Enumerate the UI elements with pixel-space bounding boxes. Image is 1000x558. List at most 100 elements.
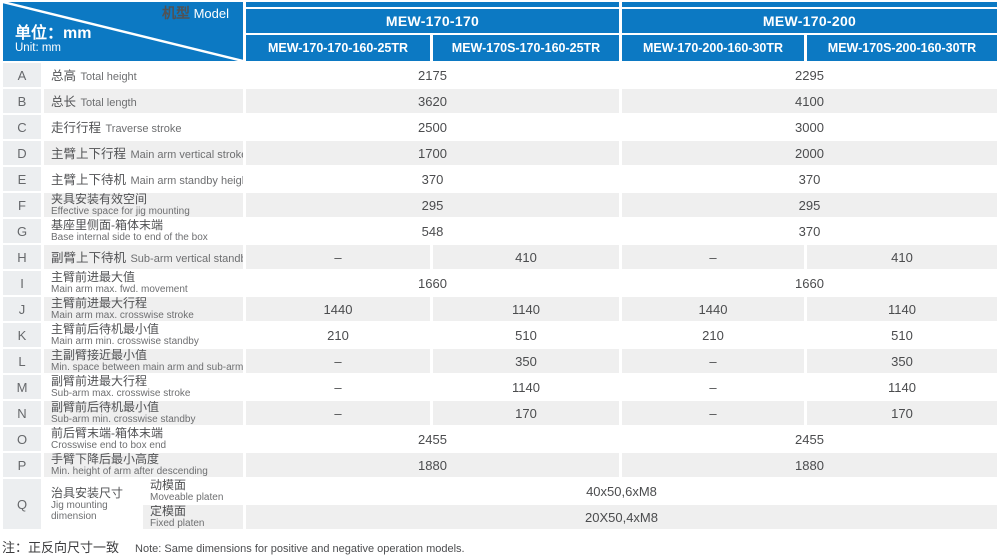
row-label: 总高 Total height bbox=[44, 63, 243, 87]
row-letter: L bbox=[3, 349, 41, 373]
table-row: L 主副臂接近最小值 Min. space between main arm an… bbox=[3, 349, 997, 373]
row-letter: E bbox=[3, 167, 41, 191]
value-cell: 40x50,6xM8 bbox=[246, 479, 997, 503]
table-row: G 基座里侧面-箱体末端 Base internal side to end of… bbox=[3, 219, 997, 243]
value-cell: – bbox=[622, 401, 804, 425]
value-cell: 20X50,4xM8 bbox=[246, 505, 997, 529]
row-letter: O bbox=[3, 427, 41, 451]
value-cell: 2500 bbox=[246, 115, 619, 139]
value-cell: 1440 bbox=[622, 297, 804, 321]
footnote-zh: 注：正反向尺寸一致 bbox=[2, 540, 120, 555]
value-cell: 3000 bbox=[622, 115, 997, 139]
row-label: 基座里侧面-箱体末端 Base internal side to end of t… bbox=[44, 219, 243, 243]
model-group-header: MEW-170-170 bbox=[246, 9, 619, 33]
model-column-header: MEW-170-170-160-25TR bbox=[246, 35, 430, 61]
value-cell: 1880 bbox=[246, 453, 619, 477]
value-cell: 370 bbox=[622, 219, 997, 243]
table-row: E 主臂上下待机 Main arm standby height 370 370 bbox=[3, 167, 997, 191]
row-letter: N bbox=[3, 401, 41, 425]
value-cell: 170 bbox=[807, 401, 997, 425]
model-column-header: MEW-170S-200-160-30TR bbox=[807, 35, 997, 61]
table-row: 定模面 Fixed platen 20X50,4xM8 bbox=[3, 505, 997, 529]
value-cell: 350 bbox=[433, 349, 619, 373]
value-cell: 2175 bbox=[246, 63, 619, 87]
model-column-header: MEW-170-200-160-30TR bbox=[622, 35, 804, 61]
row-label: 夹具安装有效空间 Effective space for jig mounting bbox=[44, 193, 243, 217]
value-cell: – bbox=[246, 349, 430, 373]
unit-label-en: Unit: mm bbox=[15, 42, 61, 55]
row-label: 手臂下降后最小高度 Min. height of arm after descen… bbox=[44, 453, 243, 477]
value-cell: – bbox=[622, 375, 804, 399]
row-label: 副臂上下待机 Sub-arm vertical standby bbox=[44, 245, 243, 269]
row-letter: M bbox=[3, 375, 41, 399]
table-row: H 副臂上下待机 Sub-arm vertical standby – 410 … bbox=[3, 245, 997, 269]
row-letter: G bbox=[3, 219, 41, 243]
value-cell: 1140 bbox=[433, 375, 619, 399]
value-cell: – bbox=[246, 401, 430, 425]
model-group-header: MEW-170-200 bbox=[622, 9, 997, 33]
table-row: M 副臂前进最大行程 Sub-arm max. crosswise stroke … bbox=[3, 375, 997, 399]
table-row: N 副臂前后待机最小值 Sub-arm min. crosswise standb… bbox=[3, 401, 997, 425]
table-row: O 前后臂末端-箱体末端 Crosswise end to box end 245… bbox=[3, 427, 997, 451]
row-label: 前后臂末端-箱体末端 Crosswise end to box end bbox=[44, 427, 243, 451]
row-label: 主副臂接近最小值 Min. space between main arm and … bbox=[44, 349, 243, 373]
row-sublabel: 动模面 Moveable platen bbox=[143, 479, 243, 503]
table-row: P 手臂下降后最小高度 Min. height of arm after desc… bbox=[3, 453, 997, 477]
value-cell: 1140 bbox=[807, 297, 997, 321]
row-letter: B bbox=[3, 89, 41, 113]
table-row: J 主臂前进最大行程 Main arm max. crosswise stroke… bbox=[3, 297, 997, 321]
value-cell: 1660 bbox=[622, 271, 997, 295]
model-label-zh: 机型 bbox=[161, 5, 190, 21]
value-cell: 2295 bbox=[622, 63, 997, 87]
value-cell: – bbox=[246, 245, 430, 269]
value-cell: 410 bbox=[807, 245, 997, 269]
row-sublabel: 定模面 Fixed platen bbox=[143, 505, 243, 529]
row-letter: F bbox=[3, 193, 41, 217]
value-cell: 295 bbox=[246, 193, 619, 217]
corner-header-cell: 机型 Model 单位：mm Unit: mm bbox=[3, 2, 243, 61]
value-cell: 1140 bbox=[807, 375, 997, 399]
table-row: D 主臂上下行程 Main arm vertical stroke 1700 2… bbox=[3, 141, 997, 165]
table-row: F 夹具安装有效空间 Effective space for jig mounti… bbox=[3, 193, 997, 217]
unit-label: 单位：mm Unit: mm bbox=[15, 25, 91, 55]
value-cell: 1700 bbox=[246, 141, 619, 165]
value-cell: 210 bbox=[246, 323, 430, 347]
table-row: A 总高 Total height 2175 2295 bbox=[3, 63, 997, 87]
row-letter: A bbox=[3, 63, 41, 87]
row-letter: D bbox=[3, 141, 41, 165]
value-cell: 3620 bbox=[246, 89, 619, 113]
row-letter: C bbox=[3, 115, 41, 139]
value-cell: 170 bbox=[433, 401, 619, 425]
row-label: 主臂前进最大值 Main arm max. fwd. movement bbox=[44, 271, 243, 295]
value-cell: 1140 bbox=[433, 297, 619, 321]
table-row: C 走行行程 Traverse stroke 2500 3000 bbox=[3, 115, 997, 139]
table-row: Q 治具安装尺寸 Jig mounting dimension 动模面 Moveab… bbox=[3, 479, 997, 529]
row-label: 主臂前进最大行程 Main arm max. crosswise stroke bbox=[44, 297, 243, 321]
value-cell: 510 bbox=[807, 323, 997, 347]
model-column-header: MEW-170S-170-160-25TR bbox=[433, 35, 619, 61]
value-cell: 1660 bbox=[246, 271, 619, 295]
value-cell: 2455 bbox=[622, 427, 997, 451]
model-header-label: 机型 Model bbox=[162, 6, 229, 20]
row-label: 总长 Total length bbox=[44, 89, 243, 113]
row-label: 副臂前后待机最小值 Sub-arm min. crosswise standby bbox=[44, 401, 243, 425]
value-cell: 1440 bbox=[246, 297, 430, 321]
value-cell: 370 bbox=[622, 167, 997, 191]
row-label: 治具安装尺寸 Jig mounting dimension bbox=[44, 479, 140, 529]
value-cell: 2455 bbox=[246, 427, 619, 451]
header-top-strip bbox=[246, 2, 619, 7]
value-cell: 4100 bbox=[622, 89, 997, 113]
model-label-en: Model bbox=[193, 6, 229, 21]
row-letter: P bbox=[3, 453, 41, 477]
row-letter: Q bbox=[3, 479, 41, 529]
value-cell: 410 bbox=[433, 245, 619, 269]
header-top-strip bbox=[622, 2, 997, 7]
row-letter: J bbox=[3, 297, 41, 321]
row-letter: K bbox=[3, 323, 41, 347]
table-row: I 主臂前进最大值 Main arm max. fwd. movement 166… bbox=[3, 271, 997, 295]
value-cell: 295 bbox=[622, 193, 997, 217]
footnote-en: Note: Same dimensions for positive and n… bbox=[135, 543, 465, 555]
table-row: B 总长 Total length 3620 4100 bbox=[3, 89, 997, 113]
row-label: 主臂上下待机 Main arm standby height bbox=[44, 167, 243, 191]
